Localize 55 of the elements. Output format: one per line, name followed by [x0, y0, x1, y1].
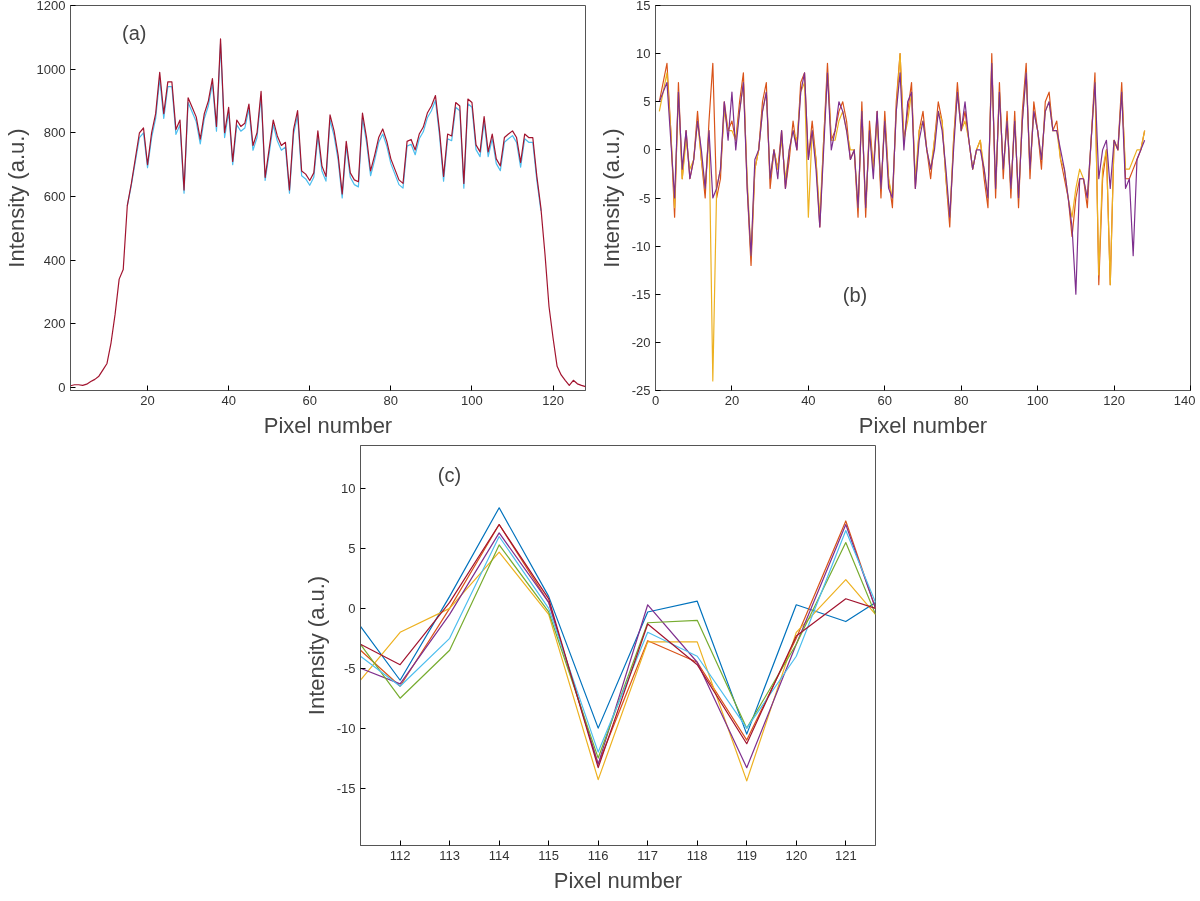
y-tick-label: -20 [631, 334, 651, 350]
x-tick-label: 80 [383, 392, 399, 408]
x-tick-label: 113 [439, 847, 461, 863]
x-axis-title: Pixel number [858, 412, 988, 438]
y-tick-label: 1200 [36, 0, 66, 13]
x-tick-label: 140 [1173, 392, 1196, 408]
x-tick-label: 100 [1026, 392, 1049, 408]
y-tick-label: 10 [341, 481, 356, 497]
y-tick-label: 200 [43, 316, 66, 332]
y-tick-label: -5 [638, 190, 651, 206]
y-tick-label: 1000 [36, 61, 66, 77]
x-tick-label: 40 [801, 392, 816, 408]
y-tick-label: 600 [43, 188, 66, 204]
x-tick-label: 20 [140, 392, 155, 408]
y-tick-label: 0 [348, 600, 356, 616]
x-axis-title: Pixel number [263, 412, 393, 438]
x-tick-label: 121 [834, 847, 857, 863]
x-tick-label: 114 [488, 847, 510, 863]
y-tick-label: -25 [631, 383, 651, 398]
annotation: (a) [122, 22, 147, 44]
y-tick-label: 0 [643, 142, 651, 158]
y-tick-label: -10 [336, 720, 356, 736]
y-tick-label: 10 [636, 46, 651, 62]
x-tick-label: 117 [637, 847, 659, 863]
x-tick-label: 120 [785, 847, 808, 863]
y-tick-label: 400 [43, 252, 66, 268]
y-tick-label: 5 [643, 94, 651, 110]
x-tick-label: 119 [736, 847, 758, 863]
annotation: (b) [842, 283, 868, 306]
x-axis-title: Pixel number [553, 867, 683, 893]
x-tick-label: 118 [686, 847, 708, 863]
x-tick-label: 40 [221, 392, 236, 408]
x-tick-label: 20 [724, 392, 740, 408]
x-tick-label: 100 [461, 392, 483, 408]
x-tick-label: 116 [587, 847, 609, 863]
y-tick-label: -10 [631, 238, 651, 254]
y-axis-title: Intensity (a.u.) [3, 128, 29, 268]
x-tick-label: 112 [389, 847, 411, 863]
y-tick-label: 5 [348, 540, 356, 556]
y-axis-title: Intensity (a.u.) [598, 128, 624, 268]
y-tick-label: 800 [43, 125, 66, 141]
y-tick-label: -15 [336, 780, 356, 796]
y-tick-label: 15 [636, 0, 651, 13]
x-tick-label: 120 [542, 392, 564, 408]
x-tick-label: 120 [1103, 392, 1125, 408]
x-tick-label: 60 [302, 392, 317, 408]
annotation: (c) [437, 463, 462, 486]
x-tick-label: 60 [877, 392, 893, 408]
x-tick-label: 115 [538, 847, 560, 863]
y-tick-label: -5 [343, 660, 356, 676]
y-tick-label: -15 [631, 286, 651, 302]
y-tick-label: 0 [58, 379, 66, 395]
x-tick-label: 80 [953, 392, 969, 408]
y-axis-title: Intensity (a.u.) [303, 575, 329, 716]
line-series [360, 507, 876, 735]
